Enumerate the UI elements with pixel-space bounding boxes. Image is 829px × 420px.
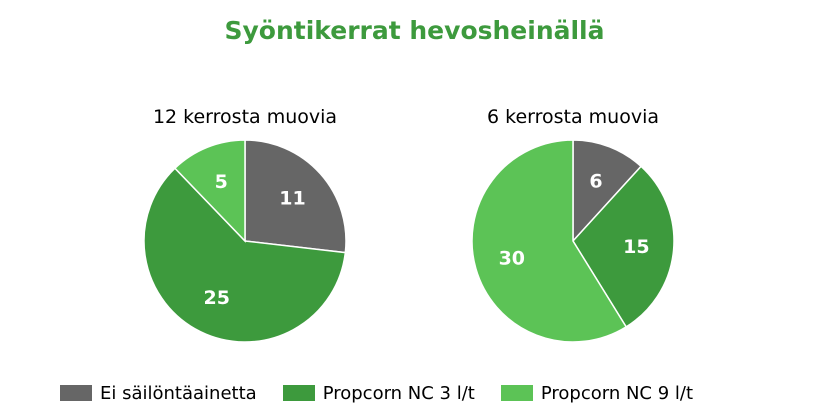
legend-item-no-preservative: Ei säilöntäainetta (60, 383, 257, 404)
pie-slice-no-preservative (572, 140, 643, 243)
slice-value-label: 30 (499, 247, 525, 269)
pie-svg: 11 25 5 (143, 140, 347, 343)
pie-title: 12 kerrosta muovia (152, 106, 338, 128)
legend-label: Ei säilöntäainetta (100, 382, 257, 404)
legend-item-propcorn-3: Propcorn NC 3 l/t (282, 382, 475, 404)
legend-label: Propcorn NC 9 l/t (540, 382, 693, 404)
pie-slice-propcorn-9 (173, 140, 246, 243)
legend-swatch (282, 385, 315, 401)
slice-value-label: 5 (215, 171, 228, 193)
slice-value-label: 11 (279, 188, 305, 210)
legend: Ei säilöntäainetta Propcorn NC 3 l/t Pro… (60, 380, 719, 406)
slice-value-label: 6 (589, 171, 602, 193)
pie-slice-propcorn-9 (471, 140, 628, 343)
legend-label: Propcorn NC 3 l/t (322, 382, 475, 404)
legend-swatch (500, 385, 533, 401)
pie-title: 6 kerrosta muovia (486, 106, 659, 128)
slice-value-label: 25 (204, 287, 230, 309)
pie-chart-6-layers: 6 kerrosta muovia 6 15 30 (458, 102, 688, 350)
pie-slice-propcorn-3 (572, 165, 675, 328)
chart-title: Syöntikerrat hevosheinällä (224, 16, 605, 45)
slice-value-label: 15 (623, 236, 649, 258)
pie-slice-no-preservative (244, 140, 347, 254)
pie-chart-12-layers: 12 kerrosta muovia 11 25 5 (130, 102, 360, 350)
pie-svg: 6 15 30 (471, 140, 675, 343)
pie-slice-propcorn-3 (143, 167, 347, 343)
legend-swatch (60, 385, 92, 401)
legend-item-propcorn-9: Propcorn NC 9 l/t (500, 382, 693, 404)
